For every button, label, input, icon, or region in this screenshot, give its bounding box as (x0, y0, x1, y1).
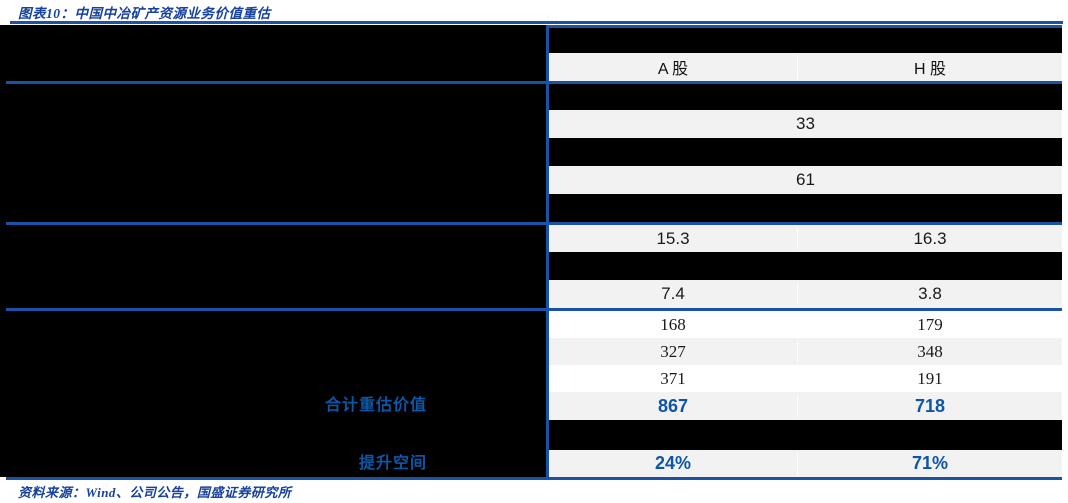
row-label-total: 合计重估价值 (324, 397, 427, 414)
cell-a-shares: 371 (660, 368, 686, 388)
row-label-upside: 提升空间 (358, 455, 427, 472)
table-vertical-rule (546, 25, 549, 480)
table-header-row: A 股 H 股 (549, 53, 1062, 81)
table-bottom-border (549, 477, 1062, 480)
cell-h-shares: 191 (797, 368, 1062, 389)
table-bottom-border-left (6, 477, 549, 480)
table-row: 15.3 16.3 (549, 225, 1062, 252)
figure-title: 图表10：中国中冶矿产资源业务价值重估 (18, 6, 271, 21)
cell-h-shares: 3.8 (797, 284, 1062, 304)
cell-h-shares: 16.3 (797, 228, 1062, 249)
table-spacer-row (549, 420, 1062, 450)
title-underline-rule (10, 21, 1063, 24)
cell-a-shares: 168 (660, 314, 686, 334)
merged-value: 61 (796, 170, 815, 189)
table-row-merged: 33 (549, 110, 1062, 138)
table-row-merged: 61 (549, 166, 1062, 194)
table-spacer-row (549, 138, 1062, 166)
table-spacer-row (549, 194, 1062, 222)
table-data-grid: A 股 H 股 33 61 15.3 16.3 7.4 3.8 168 179 (549, 25, 1062, 480)
upside-h-shares: 71% (797, 453, 1062, 474)
cell-a-shares: 327 (660, 341, 686, 361)
header-a-shares: A 股 (657, 61, 689, 78)
table-spacer-row (549, 252, 1062, 280)
merged-value: 33 (796, 114, 815, 133)
table-row-total: 867 718 (549, 392, 1062, 420)
section-rule-left (6, 222, 549, 225)
section-rule (549, 222, 1062, 225)
section-rule (549, 81, 1062, 84)
table-row: 371 191 (549, 365, 1062, 392)
section-rule (549, 308, 1062, 311)
section-rule-left (6, 81, 549, 84)
table-row: 7.4 3.8 (549, 280, 1062, 308)
section-rule-left (6, 308, 549, 311)
header-h-shares: H 股 (797, 55, 1062, 79)
table-spacer-row (549, 28, 1062, 53)
cell-h-shares: 348 (797, 341, 1062, 362)
row-label-panel: 合计重估价值 提升空间 (0, 25, 546, 477)
table-row-upside: 24% 71% (549, 450, 1062, 477)
table-top-border (549, 25, 1062, 28)
cell-h-shares: 179 (797, 314, 1062, 335)
total-a-shares: 867 (657, 395, 689, 416)
cell-a-shares: 7.4 (661, 284, 685, 303)
table-spacer-row (549, 84, 1062, 110)
table-row: 168 179 (549, 311, 1062, 338)
data-source-note: 资料来源：Wind、公司公告，国盛证券研究所 (18, 485, 292, 500)
cell-a-shares: 15.3 (656, 228, 690, 248)
table-row: 327 348 (549, 338, 1062, 365)
upside-a-shares: 24% (654, 453, 692, 473)
total-h-shares: 718 (797, 395, 1062, 417)
